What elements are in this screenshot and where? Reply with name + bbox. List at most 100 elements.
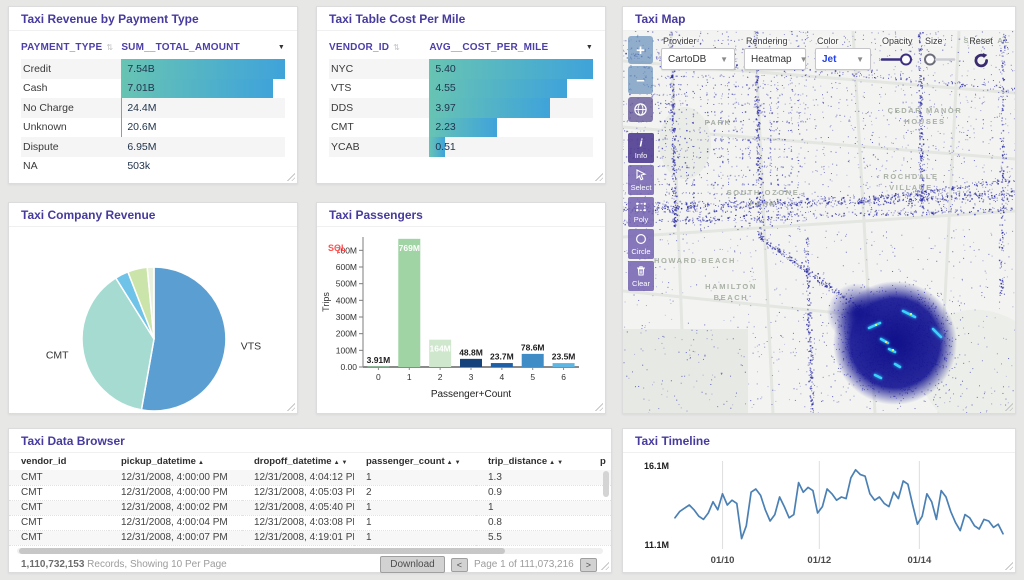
column-header-avg-cost-per-mile[interactable]: AVG__COST_PER_MILE ▼ <box>429 42 593 53</box>
sort-icon[interactable]: ⇅ <box>393 42 401 52</box>
resize-grip[interactable] <box>594 172 603 181</box>
globe-button[interactable] <box>628 97 653 122</box>
bar-passenger-6[interactable] <box>552 363 575 367</box>
column-header-sum-total-amount[interactable]: SUM__TOTAL_AMOUNT ▼ <box>121 42 285 53</box>
table-cell: CMT <box>9 515 109 531</box>
sort-desc-icon[interactable]: ▼ <box>585 43 593 51</box>
clear-tool-button[interactable]: Clear <box>628 261 654 291</box>
provider-value: CartoDB <box>668 53 707 65</box>
column-header-payment-type[interactable]: PAYMENT_TYPE ⇅ <box>21 42 121 53</box>
bar-value-label: 164M <box>430 344 451 354</box>
bar-passenger-1[interactable] <box>398 238 421 367</box>
horizontal-scrollbar[interactable] <box>17 547 603 554</box>
poly-tool-button[interactable]: Poly <box>628 197 654 227</box>
panel-title-cost: Taxi Table Cost Per Mile <box>317 7 605 31</box>
panel-taxi-map: Taxi Map SAINT AL CEDAR MANOR HOUSES ROCHDA… <box>622 6 1016 414</box>
provider-control: Provider CartoDB ▼ <box>661 36 735 70</box>
row-label: NYC <box>331 62 354 75</box>
timeline-line-chart: 01/10 01/12 01/14 16.1M 11.1M <box>644 461 1004 566</box>
download-button[interactable]: Download <box>380 556 445 573</box>
sort-desc-icon[interactable]: ▼ <box>341 460 348 466</box>
table-cell: CMT <box>9 530 109 546</box>
y-max-label: 16.1M <box>644 461 669 471</box>
color-dropdown[interactable]: Jet ▼ <box>815 48 871 70</box>
table-row: CMT 12/31/2008, 4:00:07 PM 12/31/2008, 4:1… <box>9 530 611 546</box>
revenue-table-body: Credit 7.54B Cash 7.01B No Charge 24.4M Unknow… <box>21 59 285 176</box>
resize-grip[interactable] <box>594 402 603 411</box>
sort-asc-icon[interactable]: ▲ <box>446 460 453 466</box>
column-header-passenger_count[interactable]: passenger_count ▲ ▼ <box>366 456 461 467</box>
row-value: 503k <box>127 160 151 173</box>
sort-desc-icon[interactable]: ▼ <box>557 460 564 466</box>
value-bar <box>121 98 122 118</box>
zoom-in-button[interactable]: + <box>628 36 653 64</box>
map-place-label: ROCHDALE VILLAGE <box>883 172 939 193</box>
panel-title-passengers: Taxi Passengers <box>317 203 605 227</box>
opacity-label: Opacity <box>882 36 913 46</box>
column-header-label: VENDOR_ID <box>329 41 390 53</box>
sort-asc-icon[interactable]: ▲ <box>333 460 340 466</box>
y-tick-label: 0.00 <box>340 362 357 372</box>
column-header-dropoff_datetime[interactable]: dropoff_datetime ▲ ▼ <box>254 456 348 467</box>
column-header-p[interactable]: p <box>600 456 606 467</box>
bar-passenger-0[interactable] <box>367 366 390 368</box>
column-header-vendor-id[interactable]: VENDOR_ID ⇅ <box>329 42 429 53</box>
rendering-dropdown[interactable]: Heatmap ▼ <box>744 48 808 70</box>
column-header-trip_distance[interactable]: trip_distance ▲ ▼ <box>488 456 564 467</box>
panel-taxi-data-browser: Taxi Data Browser vendor_id pickup_dateti… <box>8 428 612 573</box>
table-cell: 12/31/2008, 4:00:02 PM <box>109 500 242 516</box>
column-header-pickup_datetime[interactable]: pickup_datetime ▲ <box>121 456 204 467</box>
bar-passenger-2[interactable] <box>429 339 452 367</box>
map-heatmap-canvas[interactable] <box>623 31 1015 413</box>
size-slider[interactable] <box>923 52 956 67</box>
sort-icon[interactable]: ⇅ <box>106 42 114 52</box>
rendering-value: Heatmap <box>751 53 792 65</box>
x-tick-label: 3 <box>469 372 474 382</box>
reset-icon[interactable] <box>973 52 990 69</box>
table-row: CMT 12/31/2008, 4:00:04 PM 12/31/2008, 4:0… <box>9 515 611 531</box>
sort-asc-icon[interactable]: ▲ <box>197 460 204 466</box>
sql-badge[interactable]: SQL <box>328 243 347 253</box>
resize-grip[interactable] <box>286 402 295 411</box>
zoom-out-button[interactable]: – <box>628 66 653 94</box>
map-tool-buttons: i Info Select Poly Circle Clear <box>628 133 654 291</box>
table-cell: 12/31/2008, 4:00:00 PM <box>109 470 242 486</box>
prev-page-button[interactable]: < <box>450 557 469 572</box>
pie-slice-VTS[interactable] <box>140 266 227 412</box>
vertical-scrollbar[interactable] <box>603 471 609 497</box>
y-min-label: 11.1M <box>644 540 669 550</box>
column-header-vendor_id[interactable]: vendor_id <box>21 456 67 467</box>
circle-tool-button[interactable]: Circle <box>628 229 654 259</box>
row-value: 3.97 <box>435 101 456 114</box>
map-viewport[interactable]: SAINT AL CEDAR MANOR HOUSES ROCHDALE VILLAGE… <box>623 31 1015 413</box>
panel-title-map: Taxi Map <box>623 7 1015 31</box>
resize-grip[interactable] <box>600 561 609 570</box>
bar-passenger-4[interactable] <box>490 363 513 367</box>
table-cell <box>588 515 611 531</box>
map-controls-bar: Provider CartoDB ▼ Rendering Heatmap ▼ C… <box>661 36 996 70</box>
x-tick-label: 0 <box>376 372 381 382</box>
resize-grip[interactable] <box>286 172 295 181</box>
select-tool-button[interactable]: Select <box>628 165 654 195</box>
bar-passenger-5[interactable] <box>521 353 544 367</box>
scrollbar-thumb[interactable] <box>19 547 506 554</box>
table-cell: 12/31/2008, 4:03:08 PM <box>242 515 354 531</box>
sort-asc-icon[interactable]: ▲ <box>549 460 556 466</box>
value-bar <box>429 137 445 157</box>
opacity-slider[interactable] <box>880 52 913 67</box>
next-page-button[interactable]: > <box>579 557 597 572</box>
provider-dropdown[interactable]: CartoDB ▼ <box>661 48 735 70</box>
x-tick-label: 6 <box>561 372 566 382</box>
info-tool-button[interactable]: i Info <box>628 133 654 163</box>
resize-grip[interactable] <box>1004 561 1013 570</box>
x-tick-label: 2 <box>438 372 443 382</box>
row-value: 6.95M <box>127 140 157 153</box>
pie-slice-small[interactable] <box>146 266 155 340</box>
table-cell: 12/31/2008, 4:00:07 PM <box>109 530 242 546</box>
y-tick-label: 400M <box>336 295 357 305</box>
revenue-table-header: PAYMENT_TYPE ⇅ SUM__TOTAL_AMOUNT ▼ <box>21 35 285 59</box>
sort-desc-icon[interactable]: ▼ <box>454 460 461 466</box>
bar-passenger-3[interactable] <box>460 358 482 367</box>
sort-desc-icon[interactable]: ▼ <box>277 43 285 51</box>
resize-grip[interactable] <box>1004 402 1013 411</box>
